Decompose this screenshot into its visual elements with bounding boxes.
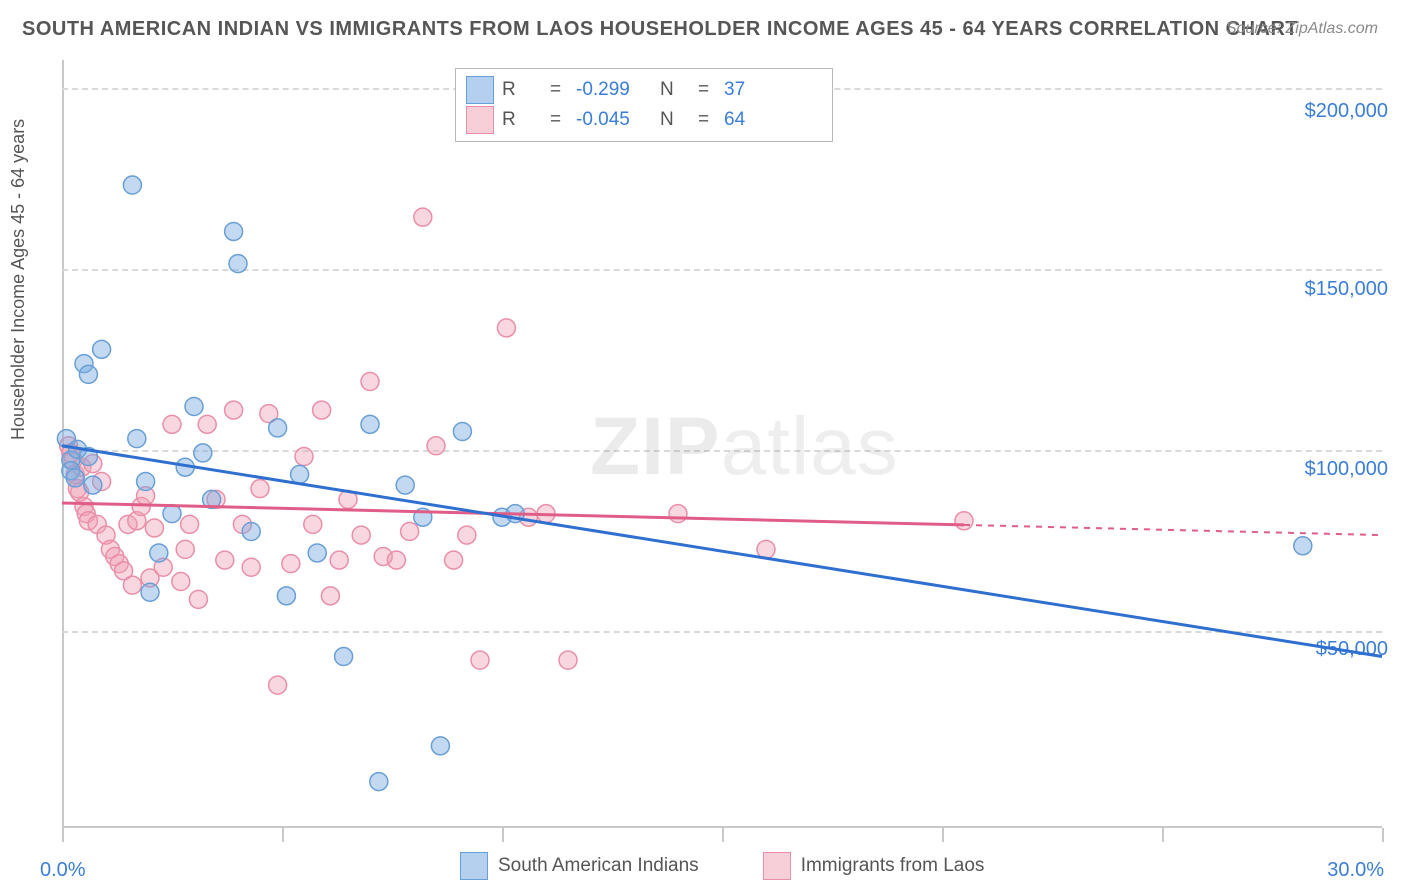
legend-R: R xyxy=(502,79,542,101)
legend-R: R xyxy=(502,109,542,131)
legend-pink-label: Immigrants from Laos xyxy=(801,855,985,877)
y-axis-label: Householder Income Ages 45 - 64 years xyxy=(8,119,29,440)
plot-svg xyxy=(62,60,1382,828)
legend-blue-n: 37 xyxy=(724,79,760,101)
chart-title: SOUTH AMERICAN INDIAN VS IMMIGRANTS FROM… xyxy=(22,18,1298,41)
x-tick xyxy=(942,828,944,842)
legend-swatch-pink xyxy=(763,852,791,880)
legend-eq: = xyxy=(698,79,716,101)
x-tick-30: 30.0% xyxy=(1327,859,1384,882)
x-tick xyxy=(1162,828,1164,842)
legend-series: South American Indians Immigrants from L… xyxy=(460,852,1034,880)
legend-eq: = xyxy=(698,109,716,131)
legend-N: N xyxy=(660,109,690,131)
legend-stats: R = -0.299 N = 37 R = -0.045 N = 64 xyxy=(455,68,833,142)
legend-swatch-blue xyxy=(466,76,494,104)
legend-pink-n: 64 xyxy=(724,109,760,131)
x-tick xyxy=(282,828,284,842)
legend-swatch-blue xyxy=(460,852,488,880)
x-tick xyxy=(1382,828,1384,842)
source-label: Source: ZipAtlas.com xyxy=(1226,20,1378,38)
legend-eq: = xyxy=(550,79,568,101)
legend-blue-label: South American Indians xyxy=(498,855,699,877)
x-tick-0: 0.0% xyxy=(40,859,86,882)
legend-blue-r: -0.299 xyxy=(576,79,652,101)
legend-N: N xyxy=(660,79,690,101)
legend-swatch-pink xyxy=(466,106,494,134)
x-tick xyxy=(62,828,64,842)
legend-pink-r: -0.045 xyxy=(576,109,652,131)
legend-eq: = xyxy=(550,109,568,131)
x-tick xyxy=(722,828,724,842)
x-tick xyxy=(502,828,504,842)
